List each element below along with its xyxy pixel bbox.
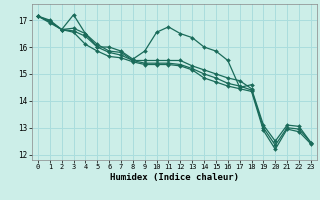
X-axis label: Humidex (Indice chaleur): Humidex (Indice chaleur): [110, 173, 239, 182]
